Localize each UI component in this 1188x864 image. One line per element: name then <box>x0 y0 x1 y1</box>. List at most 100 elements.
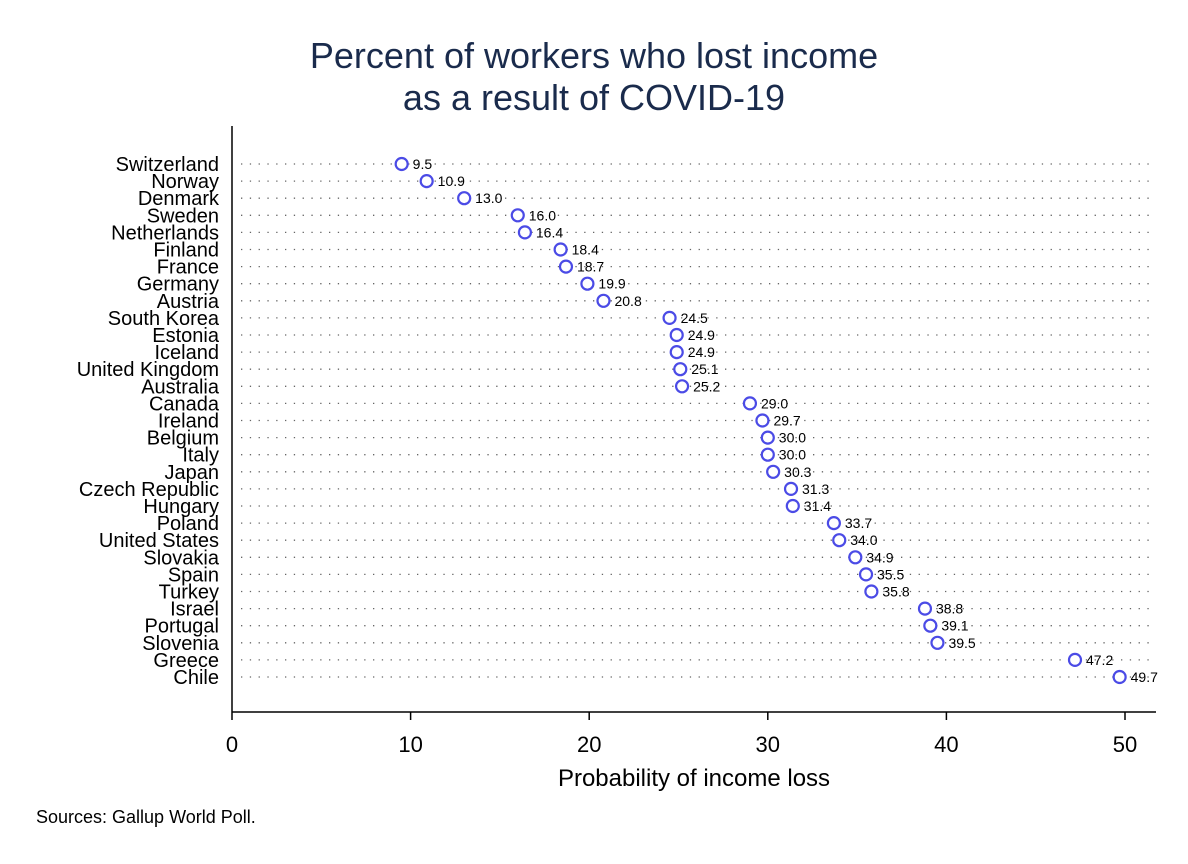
country-label: Belgium <box>147 428 219 450</box>
x-tick-label: 40 <box>934 732 958 757</box>
value-label: 34.0 <box>850 532 877 548</box>
country-label: Iceland <box>155 342 220 364</box>
x-axis-title: Probability of income loss <box>558 765 830 792</box>
data-point <box>785 498 800 514</box>
data-point <box>766 464 781 479</box>
value-label: 31.3 <box>802 481 829 497</box>
value-label: 18.4 <box>572 242 599 258</box>
country-label: Finland <box>153 240 219 262</box>
country-label: Czech Republic <box>79 479 219 501</box>
country-label: Slovenia <box>142 633 220 655</box>
value-label: 47.2 <box>1086 652 1113 668</box>
country-label: Estonia <box>152 325 220 347</box>
data-point <box>517 225 533 240</box>
data-point <box>1112 669 1127 685</box>
value-label: 24.9 <box>688 327 715 343</box>
data-point <box>930 635 945 650</box>
value-labels: 9.510.913.016.016.418.418.719.920.824.52… <box>413 156 1158 685</box>
data-point <box>673 362 688 377</box>
country-label: Poland <box>157 513 219 535</box>
value-label: 24.9 <box>688 344 715 360</box>
data-point <box>742 396 758 411</box>
value-label: 30.3 <box>784 464 811 480</box>
country-label: Hungary <box>143 496 219 518</box>
country-label: Canada <box>149 393 220 415</box>
data-point <box>419 174 434 189</box>
country-label: Japan <box>165 462 220 484</box>
country-label: Portugal <box>145 616 220 638</box>
country-label: Netherlands <box>111 222 219 244</box>
data-point <box>662 310 677 325</box>
data-point <box>1067 652 1083 668</box>
country-label: Turkey <box>159 582 219 604</box>
value-label: 10.9 <box>438 173 465 189</box>
data-point <box>783 481 799 496</box>
data-point <box>923 618 938 633</box>
country-label: Chile <box>173 667 219 689</box>
value-label: 30.0 <box>779 430 806 446</box>
data-point <box>580 276 595 291</box>
country-label: South Korea <box>108 308 220 330</box>
value-label: 29.7 <box>773 413 800 429</box>
data-point <box>510 208 525 223</box>
country-labels: SwitzerlandNorwayDenmarkSwedenNetherland… <box>77 154 220 689</box>
country-label: Israel <box>170 599 219 621</box>
country-label: Greece <box>153 650 219 672</box>
country-label: Slovakia <box>143 547 219 569</box>
x-tick-label: 10 <box>398 732 422 757</box>
value-label: 39.5 <box>948 635 975 651</box>
data-point <box>760 430 775 445</box>
data-point <box>457 191 472 206</box>
source-note: Sources: Gallup World Poll. <box>36 807 256 827</box>
value-label: 24.5 <box>681 310 708 326</box>
chart-title-line-1: Percent of workers who lost income <box>310 35 878 76</box>
value-label: 30.0 <box>779 447 806 463</box>
x-tick-label: 20 <box>577 732 601 757</box>
country-label: Sweden <box>147 205 219 227</box>
value-label: 31.4 <box>804 498 831 514</box>
data-point <box>596 293 611 308</box>
value-label: 18.7 <box>577 259 604 275</box>
country-label: France <box>157 257 219 279</box>
country-label: Denmark <box>138 188 220 210</box>
data-point <box>394 156 409 172</box>
data-point <box>832 533 847 548</box>
data-point <box>558 259 574 274</box>
country-label: Switzerland <box>116 154 219 176</box>
data-point <box>755 413 770 428</box>
data-point <box>917 601 933 616</box>
country-label: Germany <box>137 274 219 296</box>
x-axis-ticks: 0 10 20 30 40 50 <box>226 712 1137 757</box>
value-label: 38.8 <box>936 601 963 617</box>
value-label: 19.9 <box>598 276 625 292</box>
value-label: 25.1 <box>691 361 718 377</box>
country-label: Australia <box>141 376 220 398</box>
value-label: 20.8 <box>614 293 641 309</box>
x-tick-label: 0 <box>226 732 238 757</box>
data-point <box>760 447 775 462</box>
data-point <box>826 515 841 531</box>
data-point <box>553 242 568 257</box>
data-point <box>848 550 863 565</box>
country-label: Italy <box>182 445 219 467</box>
value-label: 49.7 <box>1131 669 1158 685</box>
data-point <box>669 345 684 360</box>
value-label: 34.9 <box>866 549 893 565</box>
x-tick-label: 50 <box>1113 732 1137 757</box>
value-label: 35.5 <box>877 566 904 582</box>
value-label: 29.0 <box>761 395 788 411</box>
chart-title-line-2: as a result of COVID-19 <box>403 77 785 118</box>
country-label: United Kingdom <box>77 359 219 381</box>
country-label: Spain <box>168 564 219 586</box>
data-point <box>864 584 879 599</box>
country-label: Norway <box>151 171 219 193</box>
data-point <box>669 327 684 343</box>
value-label: 39.1 <box>941 618 968 634</box>
country-label: Ireland <box>158 411 219 433</box>
data-point <box>858 567 874 582</box>
country-label: United States <box>99 530 219 552</box>
x-tick-label: 30 <box>756 732 780 757</box>
value-label: 16.4 <box>536 224 563 240</box>
